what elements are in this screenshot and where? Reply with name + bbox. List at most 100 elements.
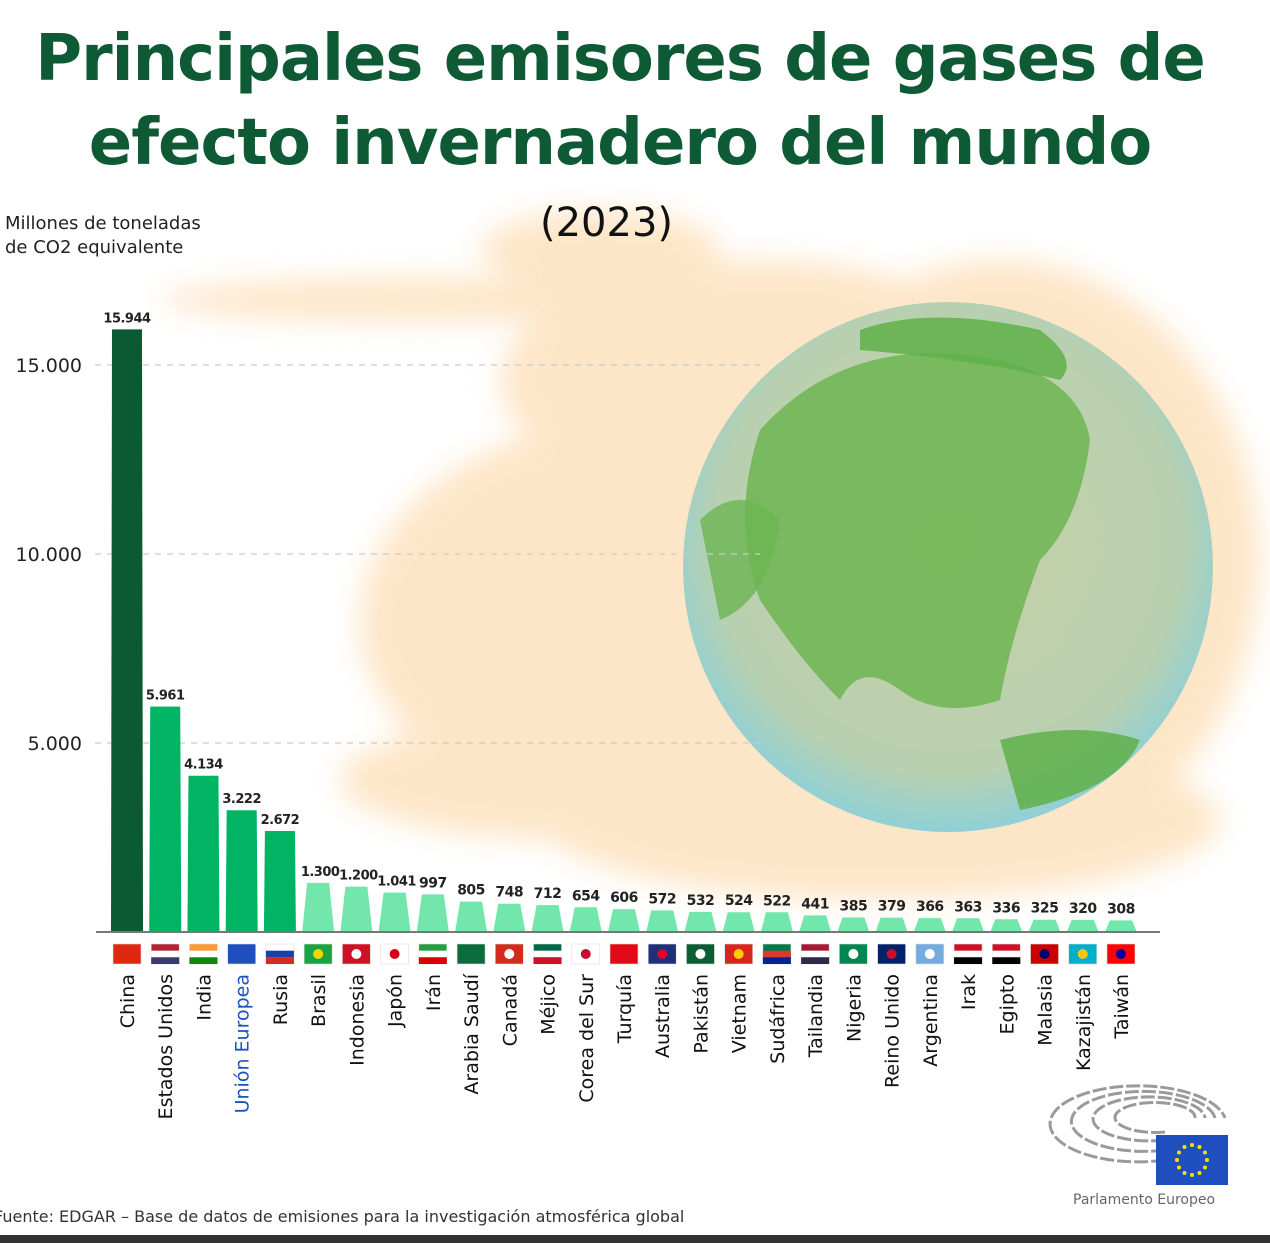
gridlines: 5.000 10.000 15.000 [16, 355, 760, 755]
value-label: 4.134 [184, 758, 223, 773]
flag-icon [991, 943, 1021, 965]
value-label: 325 [1031, 901, 1059, 917]
bar-arabia-saudí [455, 901, 488, 932]
y-tick-label: 15.000 [16, 355, 82, 377]
category-label: Canadá [499, 974, 521, 1046]
flag-icon [686, 943, 715, 965]
flag-stripe [992, 950, 1021, 958]
category-label: Irán [423, 974, 445, 1011]
value-label: 805 [457, 883, 485, 899]
value-label: 441 [801, 896, 829, 912]
bar-china [111, 329, 143, 933]
globe [683, 302, 1213, 832]
value-label: 748 [495, 885, 523, 901]
flag-stripe [762, 957, 791, 964]
bar-rusia [263, 830, 296, 932]
flags [112, 943, 1136, 965]
category-label: Indonesia [346, 974, 368, 1066]
eu-star-icon [1175, 1158, 1179, 1162]
category-label: Brasil [308, 974, 330, 1027]
bar-india [187, 775, 220, 932]
y-tick-label: 5.000 [28, 733, 82, 755]
value-label: 997 [419, 875, 447, 891]
flag-icon [380, 943, 409, 965]
category-label: Tailandia [805, 974, 827, 1058]
flag-field [227, 943, 256, 965]
bar-taiwán [1104, 920, 1137, 932]
value-label: 654 [572, 888, 600, 904]
source-note: Fuente: EDGAR – Base de datos de emision… [0, 1207, 685, 1226]
flag-icon [303, 943, 333, 965]
title-line-1: Principales emisores de gases de [35, 22, 1206, 96]
bar-egipto [990, 919, 1023, 932]
flag-emblem [580, 949, 591, 959]
flag-icon [839, 943, 868, 965]
flag-stripe [533, 950, 562, 958]
eu-star-icon [1182, 1170, 1187, 1175]
flag-stripe [954, 950, 983, 958]
flag-stripe [762, 950, 791, 958]
bar-brasil [302, 882, 335, 932]
bar-argentina [913, 918, 946, 932]
eu-star-icon [1202, 1150, 1207, 1155]
flag-icon [456, 943, 486, 965]
category-label: Arabia Saudí [461, 973, 483, 1094]
value-label: 606 [610, 890, 638, 906]
flag-icon [189, 943, 218, 965]
ep-logo [1048, 1084, 1228, 1185]
category-label: Japón [385, 974, 407, 1028]
flag-icon [915, 943, 945, 965]
value-label: 366 [916, 899, 944, 915]
bottom-bar [0, 1235, 1270, 1243]
flag-emblem [695, 949, 706, 959]
flag-stripe [533, 957, 562, 964]
flag-icon [342, 943, 371, 965]
value-label: 15.944 [103, 311, 151, 326]
bar-méjico [531, 905, 564, 932]
logo-text: Parlamento Europeo [1073, 1192, 1216, 1208]
category-label: Vietnam [729, 974, 751, 1053]
flag-stripe [992, 957, 1021, 964]
flag-field [456, 943, 486, 965]
y-axis-label: Millones de toneladas de CO2 equivalente [5, 213, 201, 258]
flag-emblem [1115, 949, 1126, 959]
flag-icon [953, 943, 983, 965]
bar-australia [646, 910, 679, 932]
bar-irak [952, 918, 985, 932]
category-label: Kazajistán [1073, 974, 1095, 1071]
bar-indonesia [340, 886, 373, 932]
flag-emblem [504, 949, 515, 959]
bar-corea-del-sur [569, 907, 602, 932]
bar-canadá [493, 903, 526, 932]
bar-reino-unido [875, 917, 908, 932]
flag-field [609, 943, 639, 965]
category-label: Reino Unido [882, 974, 904, 1088]
eu-star-icon [1197, 1170, 1202, 1175]
flag-stripe [265, 950, 294, 958]
flag-icon [1030, 943, 1059, 965]
flag-stripe [418, 957, 447, 964]
flag-icon [112, 943, 142, 965]
category-label: Irak [958, 974, 980, 1010]
value-label: 522 [763, 893, 791, 909]
category-label: Argentina [920, 974, 942, 1067]
flag-stripe [801, 950, 830, 958]
flag-icon [227, 943, 256, 965]
flag-icon [762, 943, 792, 965]
flag-emblem [848, 949, 859, 959]
bar-tailandia [799, 915, 832, 932]
bar-sudáfrica [760, 912, 793, 932]
category-label: Méjico [538, 974, 560, 1035]
category-label: India [193, 974, 215, 1021]
value-label: 712 [534, 886, 562, 902]
bar-irán [416, 894, 449, 932]
value-label: 532 [687, 893, 715, 909]
category-label: Estados Unidos [155, 974, 177, 1119]
eu-star-icon [1202, 1165, 1207, 1170]
flag-icon [150, 943, 180, 965]
y-tick-label: 10.000 [16, 544, 82, 566]
flag-field [112, 943, 142, 965]
bar-japón [378, 892, 411, 932]
